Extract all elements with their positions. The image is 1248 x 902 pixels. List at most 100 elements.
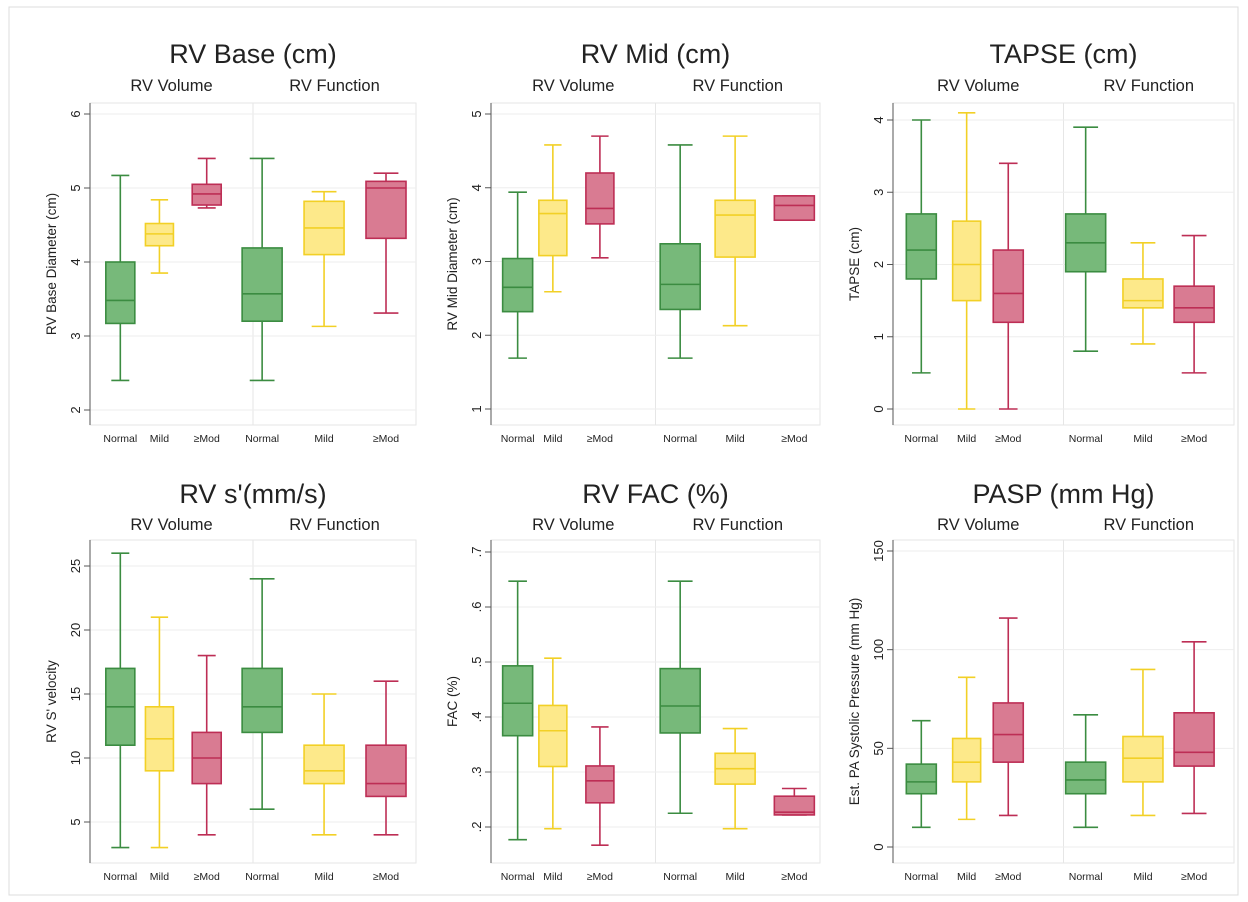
box-rv-function-mod <box>1173 234 1215 374</box>
y-tick-label: 2 <box>871 261 886 268</box>
box-rv-function-mod <box>1173 640 1215 815</box>
chart-title: RV Mid (cm) <box>581 39 731 69</box>
box-iqr <box>365 180 407 240</box>
category-label-normal: Normal <box>904 871 938 883</box>
category-label-mod: ≥Mod <box>373 433 399 445</box>
category-label-mod: ≥Mod <box>1181 433 1207 445</box>
box-iqr <box>992 702 1025 763</box>
category-label-mild: Mild <box>150 871 169 883</box>
box-rv-function-mild <box>303 693 345 836</box>
y-tick-label: 0 <box>871 405 886 412</box>
category-label-mild: Mild <box>543 433 562 445</box>
box-rv-volume-mild <box>144 616 175 849</box>
box-iqr <box>951 737 982 783</box>
box-iqr <box>538 199 568 257</box>
box-iqr <box>303 744 345 785</box>
category-label-mod: ≥Mod <box>995 433 1021 445</box>
chart-title: RV FAC (%) <box>582 479 729 509</box>
category-label-mild: Mild <box>1133 871 1152 883</box>
box-iqr <box>501 257 534 313</box>
category-label-mild: Mild <box>543 871 562 883</box>
box-rv-volume-mod <box>585 726 615 846</box>
category-label-normal: Normal <box>501 433 535 445</box>
box-iqr <box>905 213 938 280</box>
y-tick-label: .7 <box>469 547 484 558</box>
y-tick-label: 5 <box>469 110 484 117</box>
box-rv-function-mod <box>773 787 816 816</box>
group-label-rv-volume: RV Volume <box>937 516 1019 534</box>
box-rv-volume-normal <box>905 719 938 829</box>
box-iqr <box>365 744 407 798</box>
category-label-normal: Normal <box>1069 871 1103 883</box>
box-rv-function-normal <box>1064 713 1107 829</box>
chart-title: PASP (mm Hg) <box>972 479 1154 509</box>
category-label-mod: ≥Mod <box>194 871 220 883</box>
y-tick-label: 4 <box>469 184 484 191</box>
category-label-mod: ≥Mod <box>781 433 807 445</box>
box-iqr <box>1122 278 1164 309</box>
box-rv-volume-normal <box>105 174 136 382</box>
box-rv-function-mild <box>1122 242 1164 345</box>
chart-panel-4: RV s'(mm/s) RV Volume RV Function 5 10 15 20 25… <box>44 479 417 883</box>
box-iqr <box>1173 712 1215 767</box>
box-iqr <box>241 667 283 734</box>
category-label-normal: Normal <box>501 871 535 883</box>
box-rv-function-mod <box>365 172 407 314</box>
category-label-mod: ≥Mod <box>587 871 613 883</box>
group-label-rv-volume: RV Volume <box>532 516 614 534</box>
box-rv-function-mod <box>365 680 407 836</box>
group-label-rv-function: RV Function <box>693 516 784 534</box>
group-label-rv-volume: RV Volume <box>937 77 1019 95</box>
chart-panel-2: RV Mid (cm) RV Volume RV Function 1 2 3 4 5 RV M… <box>445 39 821 445</box>
category-label-normal: Normal <box>663 871 697 883</box>
y-tick-label: .6 <box>469 602 484 613</box>
box-iqr <box>241 247 283 323</box>
y-tick-label: 3 <box>871 189 886 196</box>
chart-title: TAPSE (cm) <box>990 39 1138 69</box>
category-label-mild: Mild <box>1133 433 1152 445</box>
y-tick-label: 1 <box>469 405 484 412</box>
category-label-mod: ≥Mod <box>194 433 220 445</box>
category-label-normal: Normal <box>103 871 137 883</box>
category-label-mild: Mild <box>150 433 169 445</box>
group-label-rv-volume: RV Volume <box>532 77 614 95</box>
box-rv-function-mild <box>1122 668 1164 817</box>
group-label-rv-volume: RV Volume <box>130 516 212 534</box>
box-rv-function-normal <box>1064 126 1107 353</box>
box-iqr <box>659 667 701 734</box>
category-label-mod: ≥Mod <box>1181 871 1207 883</box>
chart-title: RV Base (cm) <box>169 39 337 69</box>
box-rv-volume-mild <box>951 676 982 821</box>
category-label-mild: Mild <box>957 871 976 883</box>
box-iqr <box>992 249 1025 324</box>
y-tick-label: 0 <box>871 843 886 850</box>
y-tick-label: 150 <box>871 540 886 562</box>
y-tick-label: 4 <box>68 258 83 265</box>
box-rv-volume-normal <box>105 552 136 849</box>
y-tick-label: 3 <box>68 332 83 339</box>
y-tick-label: 50 <box>871 741 886 755</box>
box-rv-volume-mod <box>992 162 1025 410</box>
y-axis-label: RV Base Diameter (cm) <box>44 193 59 335</box>
box-iqr <box>773 195 816 222</box>
category-label-normal: Normal <box>904 433 938 445</box>
box-rv-function-mod <box>773 195 816 222</box>
chart-title: RV s'(mm/s) <box>179 479 326 509</box>
chart-panel-3: TAPSE (cm) RV Volume RV Function 0 1 2 3 4 TAPSE… <box>847 39 1235 445</box>
y-tick-label: .4 <box>469 712 484 723</box>
box-rv-function-mild <box>303 190 345 328</box>
y-axis-label: FAC (%) <box>445 676 460 727</box>
box-rv-volume-normal <box>501 580 534 841</box>
category-label-mild: Mild <box>725 433 744 445</box>
y-tick-label: 5 <box>68 184 83 191</box>
box-iqr <box>905 763 938 795</box>
box-rv-function-normal <box>659 580 701 815</box>
box-rv-volume-normal <box>501 191 534 359</box>
category-label-mod: ≥Mod <box>587 433 613 445</box>
group-label-rv-volume: RV Volume <box>130 77 212 95</box>
box-iqr <box>105 261 136 325</box>
y-tick-label: 4 <box>871 116 886 123</box>
box-rv-volume-mild <box>538 144 568 293</box>
box-rv-function-normal <box>241 157 283 382</box>
